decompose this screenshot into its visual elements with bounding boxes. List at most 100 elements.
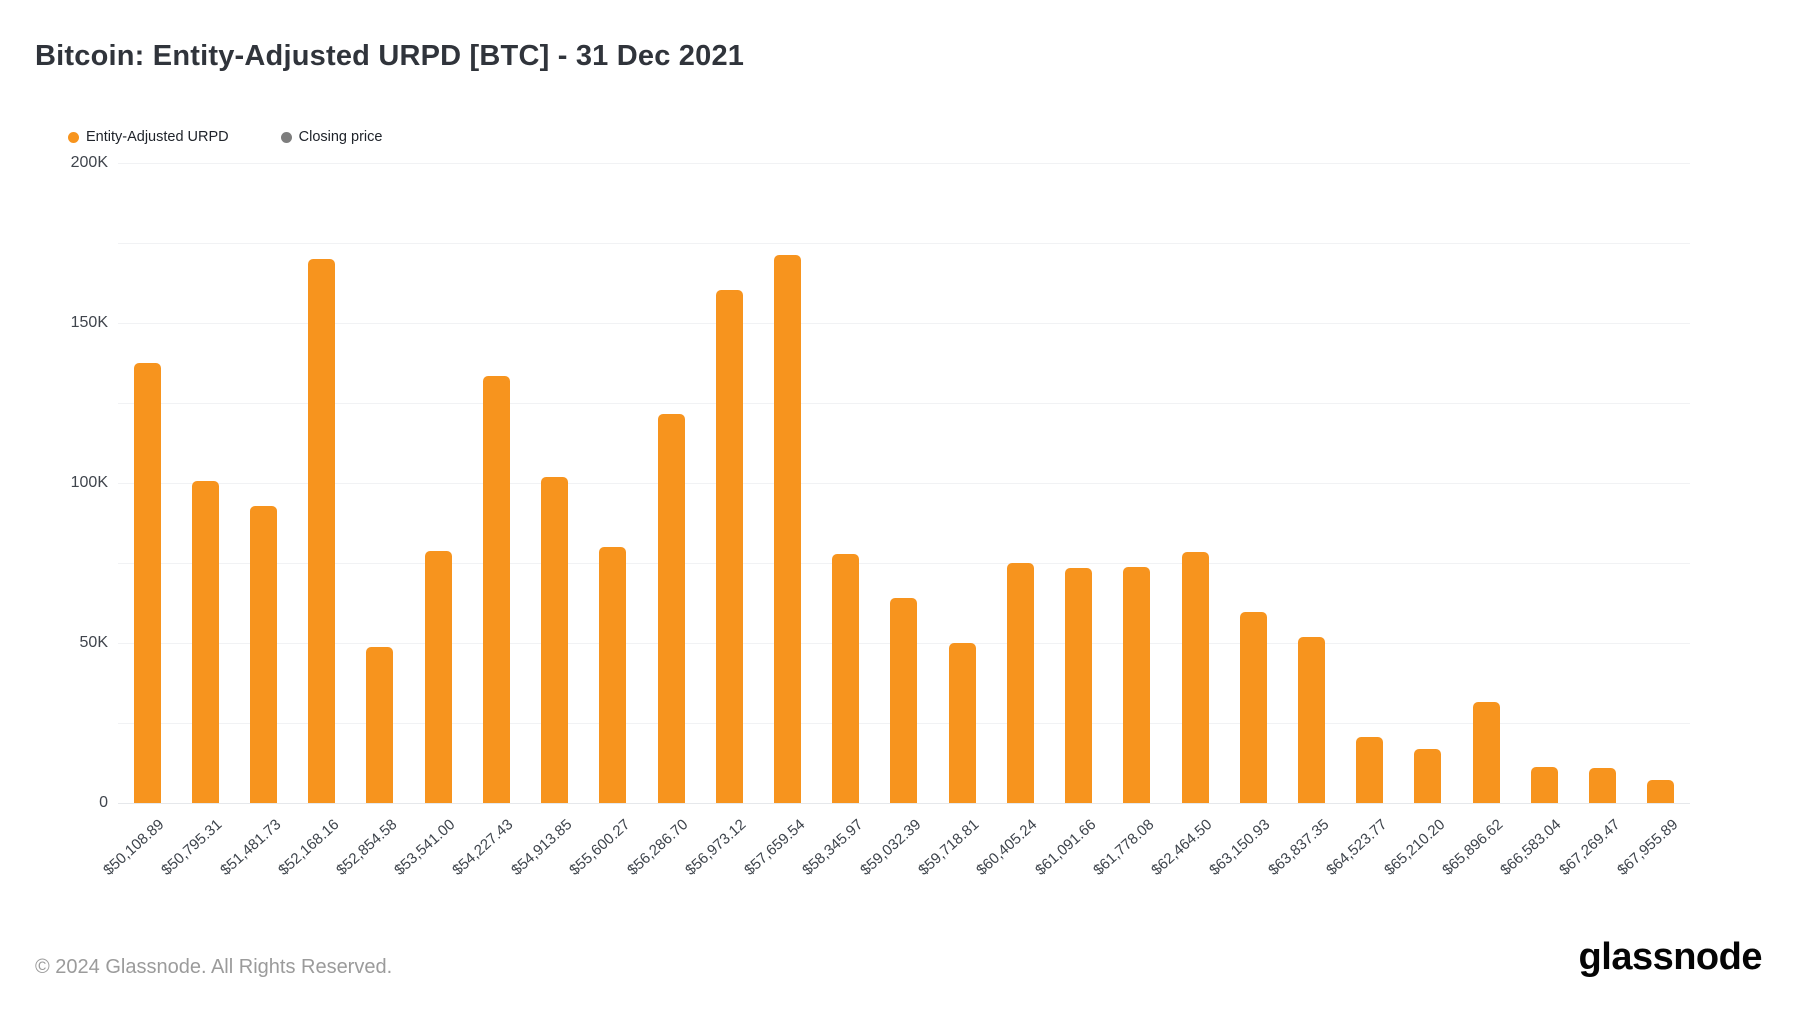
bar-slot — [1108, 163, 1166, 803]
y-axis-tick-label: 0 — [99, 794, 108, 811]
legend-label: Closing price — [298, 129, 383, 145]
x-axis-tick-label: $53,541.00 — [391, 816, 459, 879]
bar[interactable] — [1123, 567, 1151, 803]
bar-slot — [817, 163, 875, 803]
x-axis-tick-label: $50,108.89 — [100, 816, 168, 879]
bar-slot — [1457, 163, 1515, 803]
bar[interactable] — [1589, 768, 1617, 803]
copyright-text: © 2024 Glassnode. All Rights Reserved. — [35, 956, 393, 978]
bar[interactable] — [832, 554, 860, 803]
bar-slot — [875, 163, 933, 803]
bar[interactable] — [1530, 767, 1558, 803]
gridline — [118, 803, 1690, 804]
bar[interactable] — [715, 290, 743, 803]
x-axis-tick-label: $67,955.89 — [1614, 816, 1682, 879]
y-axis-tick-label: 200K — [70, 154, 108, 171]
gridline — [118, 243, 1690, 244]
x-axis-tick-label: $54,913.85 — [507, 816, 576, 879]
y-axis-tick-label: 150K — [70, 314, 108, 331]
x-axis-tick-label: $57,659.54 — [740, 816, 808, 879]
legend-dot-icon — [280, 131, 292, 143]
chart-title: Bitcoin: Entity-Adjusted URPD [BTC] - 31… — [35, 40, 745, 72]
legend-label: Entity-Adjusted URPD — [86, 129, 229, 145]
x-axis-tick-label: $59,718.81 — [915, 816, 983, 879]
bar-slot — [991, 163, 1049, 803]
bar[interactable] — [1181, 552, 1209, 803]
bar[interactable] — [1356, 737, 1384, 803]
y-axis-tick-label: 100K — [70, 474, 108, 491]
bar[interactable] — [774, 255, 802, 803]
bar-slot — [1166, 163, 1224, 803]
bar[interactable] — [948, 643, 976, 803]
bar-slot — [118, 163, 176, 803]
x-axis-tick-label: $64,523.77 — [1322, 816, 1391, 879]
gridline — [118, 483, 1690, 484]
x-axis-tick-label: $67,269.47 — [1555, 816, 1624, 879]
x-axis-tick-label: $60,405.24 — [973, 816, 1041, 879]
bar-slot — [1573, 163, 1631, 803]
bar[interactable] — [308, 259, 336, 803]
bar-slot — [1341, 163, 1399, 803]
bar-slot — [176, 163, 234, 803]
gridline — [118, 323, 1690, 324]
x-axis-tick-label: $63,150.93 — [1206, 816, 1274, 879]
bar[interactable] — [1239, 612, 1267, 803]
bar-slot — [1632, 163, 1690, 803]
bar-slot — [1399, 163, 1457, 803]
legend-item-closing-price[interactable]: Closing price — [280, 129, 383, 145]
bar-slot — [933, 163, 991, 803]
bar[interactable] — [482, 376, 510, 803]
bar-slot — [234, 163, 292, 803]
x-axis-tick-label: $50,795.31 — [158, 816, 226, 879]
x-axis-tick-label: $62,464.50 — [1148, 816, 1216, 879]
bar-slot — [1515, 163, 1573, 803]
gridline — [118, 403, 1690, 404]
bar[interactable] — [1647, 780, 1675, 803]
bar-slot — [467, 163, 525, 803]
bar[interactable] — [1297, 637, 1325, 803]
bar[interactable] — [657, 414, 685, 803]
bar[interactable] — [133, 363, 161, 803]
bar[interactable] — [890, 598, 918, 803]
bar-slot — [1050, 163, 1108, 803]
x-axis-tick-label: $55,600.27 — [566, 816, 634, 879]
legend: Entity-Adjusted URPD Closing price — [68, 126, 382, 148]
y-axis-tick-label: 50K — [79, 634, 108, 651]
bar[interactable] — [250, 506, 278, 803]
x-axis-tick-label: $61,778.08 — [1090, 816, 1158, 879]
x-axis-tick-label: $65,896.62 — [1439, 816, 1507, 879]
bar-slot — [1282, 163, 1340, 803]
x-axis-tick-label: $51,481.73 — [216, 816, 284, 879]
bar-slot — [526, 163, 584, 803]
bar[interactable] — [1472, 702, 1500, 803]
bar-slot — [758, 163, 816, 803]
bar[interactable] — [1006, 563, 1034, 803]
bar[interactable] — [599, 547, 627, 803]
bar[interactable] — [191, 481, 219, 803]
x-axis-tick-label: $56,286.70 — [624, 816, 692, 879]
bar[interactable] — [424, 551, 452, 803]
bar-slot — [293, 163, 351, 803]
x-axis-tick-label: $56,973.12 — [682, 816, 750, 879]
gridline — [118, 163, 1690, 164]
bar-slot — [409, 163, 467, 803]
x-axis-tick-label: $58,345.97 — [798, 816, 867, 879]
legend-item-urpd[interactable]: Entity-Adjusted URPD — [68, 129, 229, 145]
x-axis-tick-label: $65,210.20 — [1381, 816, 1449, 879]
x-axis-tick-label: $59,032.39 — [857, 816, 925, 879]
bar[interactable] — [366, 647, 394, 803]
bar-slot — [584, 163, 642, 803]
x-axis-tick-label: $52,168.16 — [274, 816, 343, 879]
bar-slot — [351, 163, 409, 803]
legend-dot-icon — [68, 131, 79, 143]
bar[interactable] — [1065, 568, 1093, 803]
bar-series — [118, 163, 1690, 803]
x-axis-tick-label: $66,583.04 — [1497, 816, 1565, 879]
bar[interactable] — [1414, 749, 1442, 803]
glassnode-logo: glassnode — [1578, 936, 1763, 978]
bar-slot — [642, 163, 700, 803]
x-axis-tick-label: $54,227.43 — [449, 816, 517, 879]
bar[interactable] — [541, 477, 569, 803]
bar-slot — [1224, 163, 1282, 803]
